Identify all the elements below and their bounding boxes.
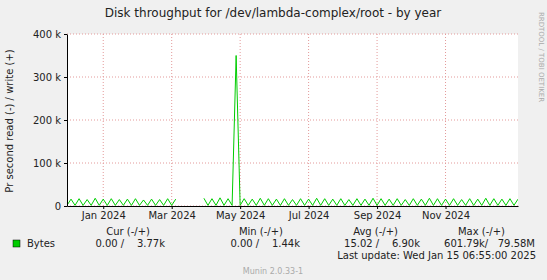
y-axis-title: Pr second read (-) / write (+)	[4, 49, 15, 192]
grid-line-x	[308, 34, 309, 206]
x-tick-label: Jul 2024	[288, 210, 330, 221]
y-tick-mark	[64, 34, 67, 35]
x-axis: Jan 2024 Mar 2024 May 2024 Jul 2024 Sep 2024…	[68, 206, 519, 221]
x-tick-label: Nov 2024	[422, 210, 470, 221]
y-tick-mark	[64, 77, 67, 78]
y-tick: 300 k	[33, 72, 67, 83]
x-tick-label: May 2024	[216, 210, 265, 221]
legend-header: Min (-/+)	[239, 226, 283, 237]
grid-line-y	[67, 34, 518, 35]
x-tick-mark	[309, 206, 310, 209]
chart: Disk throughput for /dev/lambda-complex/…	[0, 0, 547, 280]
x-tick: Nov 2024	[422, 206, 470, 221]
x-tick-mark	[446, 206, 447, 209]
y-tick: 400 k	[33, 29, 67, 40]
grid-line-x	[377, 34, 378, 206]
grid-line-x	[103, 34, 104, 206]
legend-label: Bytes	[27, 238, 55, 249]
y-tick-mark	[64, 163, 67, 164]
grid-line-x	[171, 34, 172, 206]
legend: Cur (-/+) Min (-/+) Avg (-/+) Max (-/+) Byte…	[13, 226, 535, 249]
background	[0, 0, 547, 280]
series-line	[67, 56, 518, 206]
grid-line-y	[67, 120, 518, 121]
y-axis-line	[67, 35, 68, 207]
x-axis-line	[68, 206, 519, 207]
legend-header: Avg (-/+)	[353, 226, 398, 237]
y-tick-label: 100 k	[33, 158, 61, 169]
y-tick: 100 k	[33, 158, 67, 169]
legend-value: 601.79k/ 79.58M	[444, 238, 535, 249]
x-tick-label: Mar 2024	[148, 210, 196, 221]
y-tick-mark	[64, 206, 67, 207]
legend-value: 0.00 / 3.77k	[95, 238, 165, 249]
x-tick: Jan 2024	[81, 206, 126, 221]
y-axis: 0 100 k 200 k 300 k 400 k	[33, 29, 68, 212]
x-tick: May 2024	[216, 206, 265, 221]
legend-header: Max (-/+)	[458, 226, 505, 237]
y-tick-mark	[64, 120, 67, 121]
x-tick-mark	[240, 206, 241, 209]
plot-area	[67, 34, 518, 206]
legend-value: 15.02 / 6.90k	[344, 238, 420, 249]
x-tick: Sep 2024	[354, 206, 401, 221]
x-tick-mark	[377, 206, 378, 209]
legend-header: Cur (-/+)	[106, 226, 150, 237]
y-tick-label: 200 k	[33, 115, 61, 126]
footer: Munin 2.0.33-1	[243, 267, 303, 276]
legend-swatch	[13, 240, 20, 247]
x-tick: Jul 2024	[288, 206, 330, 221]
y-tick-label: 300 k	[33, 72, 61, 83]
grid-line-y	[67, 163, 518, 164]
title: Disk throughput for /dev/lambda-complex/…	[105, 6, 442, 20]
grid	[67, 34, 518, 206]
x-tick-label: Sep 2024	[354, 210, 401, 221]
grid-line-y	[67, 206, 518, 207]
last-update: Last update: Wed Jan 15 06:55:00 2025	[337, 250, 536, 261]
grid-line-x	[445, 34, 446, 206]
x-tick-label: Jan 2024	[81, 210, 126, 221]
y-tick-label: 400 k	[33, 29, 61, 40]
y-tick: 200 k	[33, 115, 67, 126]
y-tick: 0	[55, 201, 67, 212]
watermark: RRDTOOL / TOBI OETIKER	[537, 12, 545, 102]
x-tick-mark	[172, 206, 173, 209]
x-tick-mark	[103, 206, 104, 209]
grid-line-y	[67, 77, 518, 78]
series-group	[67, 56, 518, 206]
y-tick-label: 0	[55, 201, 61, 212]
x-tick: Mar 2024	[148, 206, 196, 221]
legend-value: 0.00 / 1.44k	[230, 238, 300, 249]
